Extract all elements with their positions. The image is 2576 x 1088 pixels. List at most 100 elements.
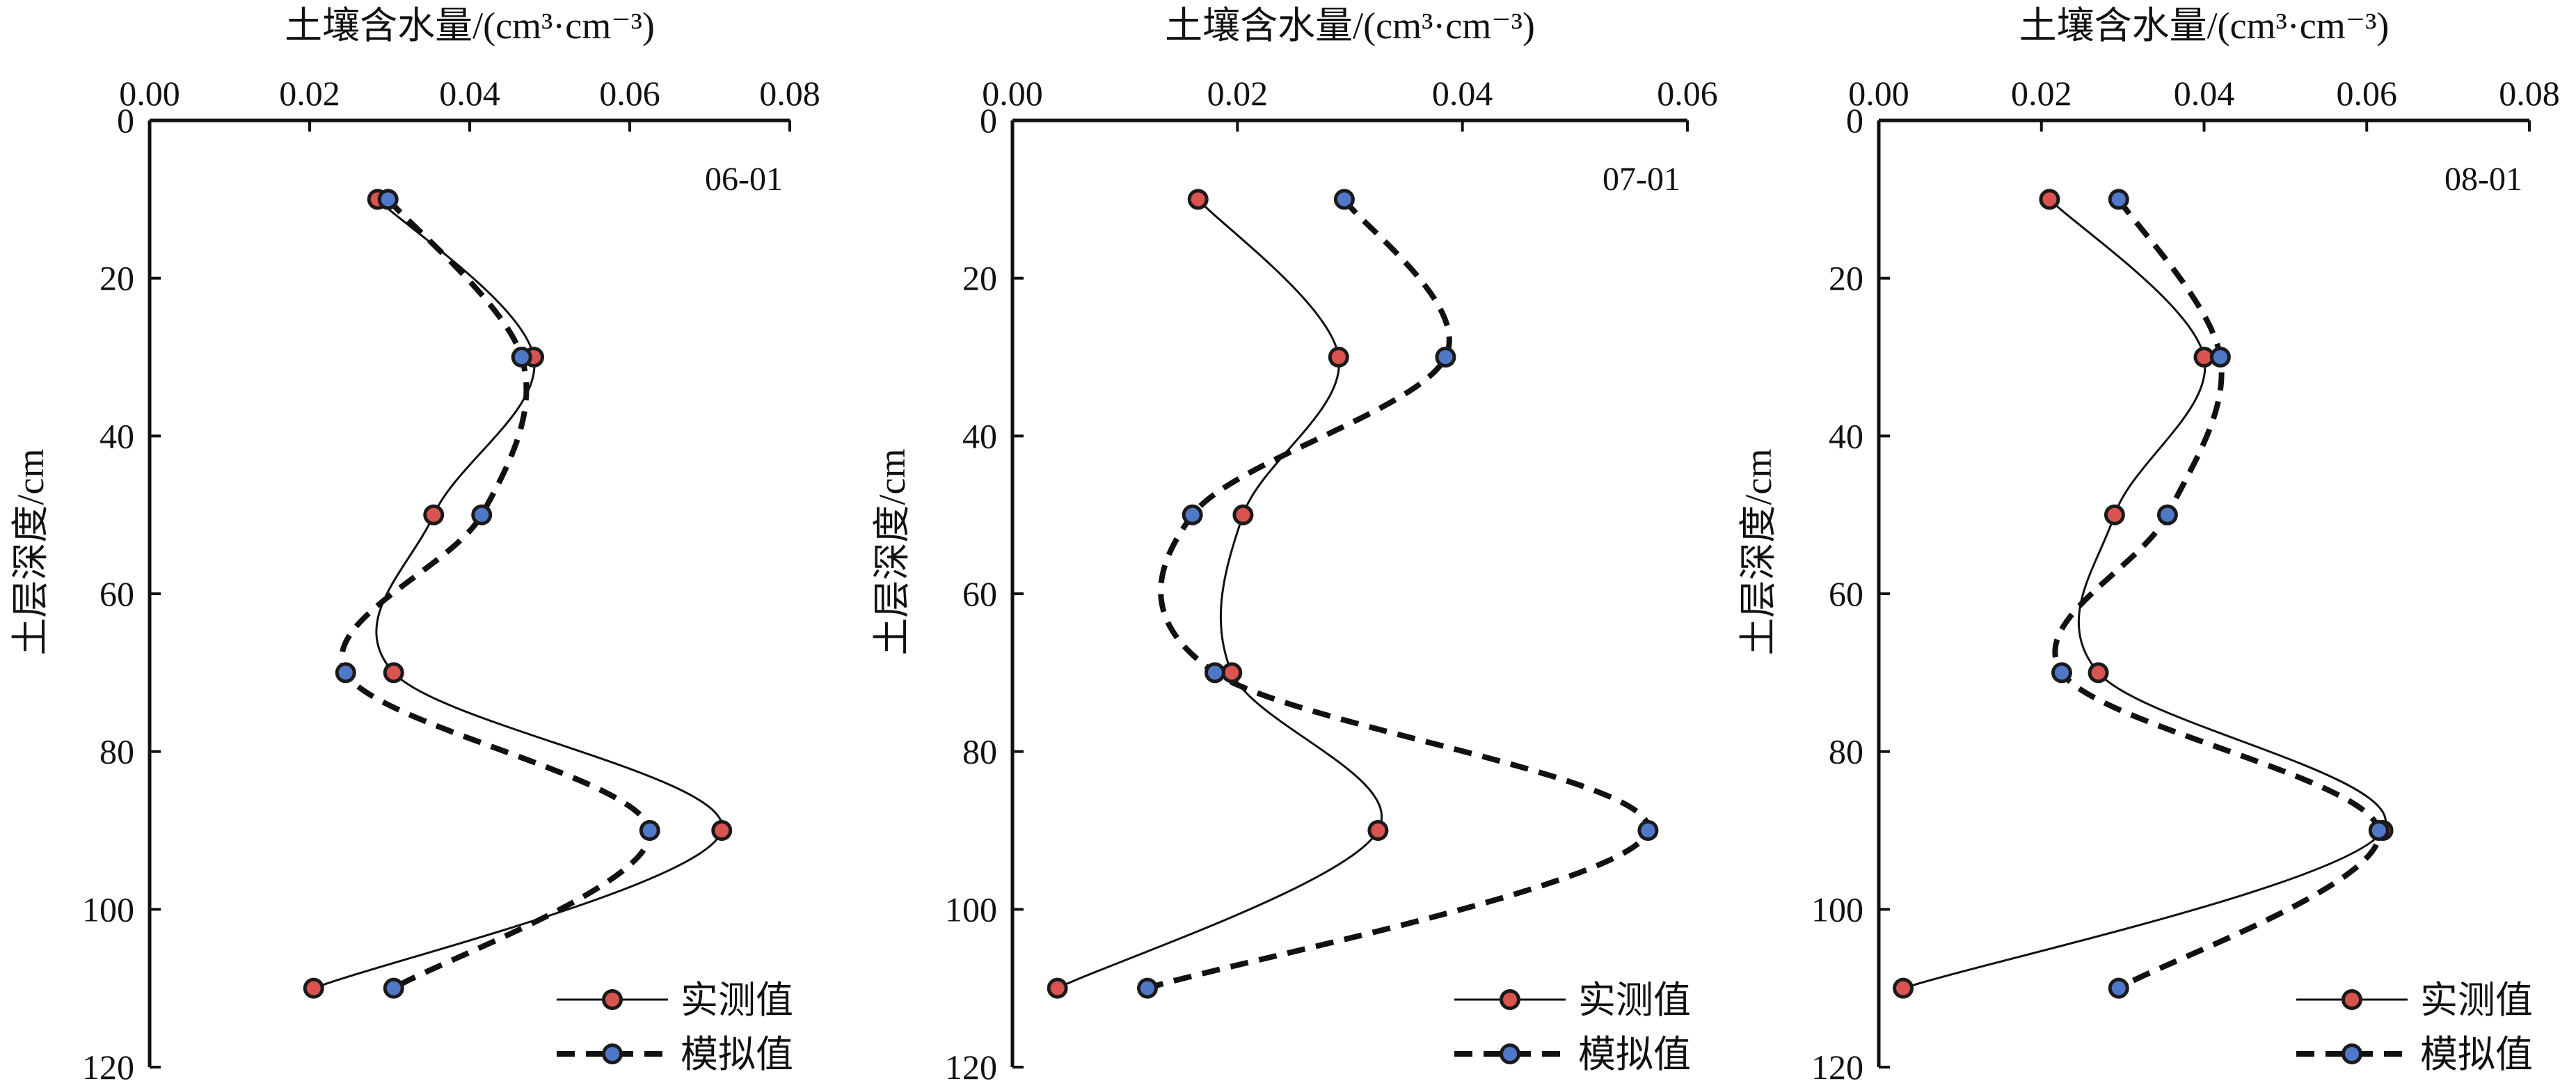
x-tick-label: 0.08 xyxy=(2499,74,2560,113)
data-point-simulated xyxy=(1204,662,1225,684)
data-point-simulated xyxy=(1435,347,1456,368)
data-point-simulated xyxy=(2108,977,2129,999)
x-axis-title: 土壤含水量/(cm³·cm⁻³) xyxy=(2019,5,2390,47)
y-tick-label: 60 xyxy=(1829,574,1863,613)
data-point-observed xyxy=(303,977,324,999)
data-point-simulated xyxy=(1137,977,1158,999)
x-tick-label: 0.00 xyxy=(119,74,180,113)
y-tick-label: 100 xyxy=(945,890,997,929)
series-line-observed xyxy=(1057,198,1383,990)
legend-label: 模拟值 xyxy=(2420,1034,2533,1075)
data-point-observed xyxy=(1221,662,1243,684)
chart-panel-2: 0.00 0.02 0.04 0.06 0 20 40 60 80 100 120 土壤含水量/(cm… xyxy=(871,5,1718,1087)
series-line-observed xyxy=(1902,198,2387,990)
x-tick-label: 0.06 xyxy=(599,74,660,113)
legend-marker xyxy=(1500,1043,1520,1064)
legend-label: 模拟值 xyxy=(1578,1034,1691,1075)
data-point-observed xyxy=(2104,504,2125,526)
x-tick-label: 0.00 xyxy=(1848,74,1909,113)
y-tick-label: 0 xyxy=(980,101,997,140)
data-point-observed xyxy=(1187,189,1209,210)
data-point-observed xyxy=(1328,347,1349,368)
x-tick-label: 0.02 xyxy=(1207,74,1269,113)
y-axis-title: 土层深度/cm xyxy=(1738,449,1779,656)
x-tick-label: 0.04 xyxy=(1432,74,1493,113)
data-point-simulated xyxy=(2051,662,2072,684)
data-point-simulated xyxy=(639,820,660,841)
data-point-observed xyxy=(423,504,445,526)
legend-label: 实测值 xyxy=(1578,979,1691,1021)
panel-date-label: 07-01 xyxy=(1603,161,1680,198)
legend-marker xyxy=(2342,1043,2362,1064)
data-point-simulated xyxy=(1182,504,1203,526)
y-tick-label: 120 xyxy=(1811,1048,1863,1087)
data-point-observed xyxy=(1893,977,1914,999)
y-tick-label: 20 xyxy=(1829,259,1863,298)
y-tick-label: 80 xyxy=(1829,732,1863,771)
y-axis-title: 土层深度/cm xyxy=(871,449,913,656)
data-point-simulated xyxy=(377,189,399,210)
data-point-observed xyxy=(2039,189,2060,210)
x-axis-title: 土壤含水量/(cm³·cm⁻³) xyxy=(285,5,655,47)
data-point-simulated xyxy=(2368,820,2390,841)
data-point-observed xyxy=(1047,977,1068,999)
data-point-simulated xyxy=(2156,504,2178,526)
data-point-simulated xyxy=(2108,189,2129,210)
data-point-simulated xyxy=(1333,189,1355,210)
legend-marker xyxy=(2342,989,2362,1010)
y-tick-label: 20 xyxy=(962,259,997,298)
series-line-simulated xyxy=(2052,198,2382,991)
data-point-observed xyxy=(2193,347,2215,368)
data-point-observed xyxy=(2088,662,2109,684)
x-tick-label: 0.04 xyxy=(2174,74,2235,113)
legend-label: 实测值 xyxy=(2420,979,2533,1021)
data-point-simulated xyxy=(383,977,404,999)
y-tick-label: 120 xyxy=(945,1048,997,1087)
data-point-observed xyxy=(383,662,404,684)
series-line-simulated xyxy=(339,197,653,991)
data-point-simulated xyxy=(2209,347,2231,368)
x-tick-label: 0.06 xyxy=(1657,74,1718,113)
legend-marker xyxy=(602,1043,623,1064)
data-point-observed xyxy=(1367,820,1389,841)
legend-label: 模拟值 xyxy=(681,1034,793,1075)
x-tick-label: 0.06 xyxy=(2337,74,2398,113)
data-point-simulated xyxy=(1637,820,1659,841)
chart-panel-3: 0.00 0.02 0.04 0.06 0.08 0 20 40 60 80 100 120 土壤含水量… xyxy=(1738,5,2560,1087)
y-tick-label: 40 xyxy=(962,416,997,455)
panel-date-label: 06-01 xyxy=(705,161,783,198)
y-tick-label: 60 xyxy=(962,574,997,613)
x-tick-label: 0.08 xyxy=(759,74,820,113)
x-axis-title: 土壤含水量/(cm³·cm⁻³) xyxy=(1165,5,1535,47)
legend-marker xyxy=(1500,989,1520,1010)
y-tick-label: 80 xyxy=(100,732,134,771)
y-tick-label: 40 xyxy=(1829,416,1863,455)
y-tick-label: 40 xyxy=(100,416,134,455)
data-point-simulated xyxy=(511,347,532,368)
x-tick-label: 0.04 xyxy=(439,74,500,113)
chart-panel-1: 0.00 0.02 0.04 0.06 0.08 0 20 40 60 80 100 120 土壤含水量… xyxy=(10,5,820,1087)
y-tick-label: 100 xyxy=(1811,890,1863,929)
y-axis-title: 土层深度/cm xyxy=(10,449,51,656)
y-tick-label: 100 xyxy=(82,890,134,929)
data-point-observed xyxy=(711,820,733,841)
data-point-simulated xyxy=(335,662,356,684)
y-tick-label: 120 xyxy=(82,1048,134,1087)
x-tick-label: 0.02 xyxy=(2011,74,2072,113)
x-tick-label: 0.02 xyxy=(279,74,340,113)
data-point-simulated xyxy=(471,504,493,526)
y-tick-label: 0 xyxy=(1846,101,1863,140)
y-tick-label: 80 xyxy=(962,732,997,771)
panel-date-label: 08-01 xyxy=(2444,161,2522,198)
series-line-observed xyxy=(313,198,723,990)
x-tick-label: 0.00 xyxy=(982,74,1043,113)
data-point-observed xyxy=(1232,504,1254,526)
y-tick-label: 0 xyxy=(117,101,134,140)
y-tick-label: 20 xyxy=(100,259,134,298)
legend-label: 实测值 xyxy=(681,979,793,1021)
y-tick-label: 60 xyxy=(100,574,134,613)
